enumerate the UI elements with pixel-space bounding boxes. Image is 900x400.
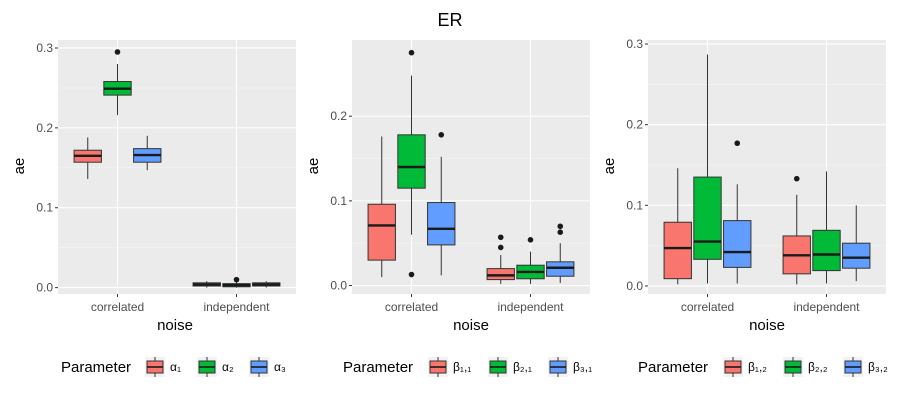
box-body [842,242,871,269]
box-correlated-series-2 [693,54,722,284]
legend-title: Parameter [343,359,413,376]
box-independent-series-2 [812,171,841,284]
outlier-point [233,276,240,283]
box-body [427,202,456,246]
legend-label: β₁,₁ [453,360,471,374]
legend-title: Parameter [638,359,708,376]
box-independent-series-3 [252,281,281,288]
box-independent-series-1 [486,234,515,284]
box-body [486,268,515,281]
y-axis-title: ae [601,158,618,175]
outlier-point [408,49,415,56]
x-tick-label: independent [203,300,270,314]
box-independent-series-2 [516,237,545,284]
legend-label: β₃,₁ [573,360,592,374]
box-correlated-series-1 [663,168,692,285]
box-independent-series-2 [222,276,251,288]
x-axis-title: noise [749,317,785,334]
box-body [693,176,722,260]
outlier-point [497,244,504,251]
box-correlated-series-2 [103,49,132,116]
box-body [663,221,692,280]
y-tick-label: 0.2 [626,118,643,132]
outlier-point [557,229,564,235]
box-body [397,134,426,189]
outlier-point [557,223,564,230]
x-tick-label: independent [497,300,564,314]
legend-label: α₁ [170,360,181,374]
legend-label: α₂ [222,360,234,374]
x-tick-label: correlated [681,300,734,314]
legend-label: β₂,₂ [808,360,828,374]
box-independent-series-3 [546,223,575,283]
x-tick-label: correlated [385,300,438,314]
y-tick-label: 0.1 [36,201,53,215]
box-correlated-series-1 [367,136,396,278]
x-axis-title: noise [157,317,193,334]
x-axis-title: noise [453,317,489,334]
box-correlated-series-1 [73,137,102,179]
panel-background [58,40,296,294]
box-body [723,220,752,268]
outlier-point [114,49,121,55]
legend-title: Parameter [61,359,131,376]
legend-label: β₃,₂ [868,360,888,374]
x-tick-label: independent [793,300,860,314]
box-body [367,203,396,261]
y-tick-label: 0.2 [330,109,347,123]
y-tick-label: 0.3 [36,41,53,55]
outlier-point [438,132,445,138]
box-correlated-series-3 [723,140,752,284]
y-tick-label: 0.1 [626,198,643,212]
legend-label: β₂,₁ [513,360,532,374]
legend: Parameter β₁,₂ β₂,₂ β₃,₂ [638,357,888,377]
y-tick-label: 0.0 [36,281,53,295]
y-tick-label: 0.1 [330,194,347,208]
box-correlated-series-2 [397,49,426,278]
y-tick-label: 0.0 [330,279,347,293]
outlier-point [793,175,800,182]
panel-1: 0.0 0.1 0.2 0.3 correlated independent noise ae… [11,40,296,377]
box-independent-series-3 [842,205,871,282]
figure-title: ER [437,10,463,30]
legend-label: β₁,₂ [748,360,767,374]
outlier-point [527,237,534,243]
y-axis-title: ae [11,158,28,175]
outlier-point [408,271,415,278]
y-tick-label: 0.0 [626,279,643,293]
legend: Parameter β₁,₁ β₂,₁ β₃,₁ [343,357,592,377]
y-axis-title: ae [305,158,322,175]
legend-label: α₃ [274,360,286,374]
box-body [546,261,575,277]
box-body [812,229,841,272]
outlier-point [734,140,741,147]
y-tick-label: 0.2 [36,121,53,135]
box-correlated-series-3 [133,135,162,171]
y-tick-label: 0.3 [626,37,643,51]
legend: Parameter α₁ α₂ α₃ [61,357,286,377]
outlier-point [497,234,504,241]
box-independent-series-1 [192,281,221,288]
x-tick-label: correlated [91,300,144,314]
panel-3: 0.0 0.1 0.2 0.3 correlated independent noise ae… [601,37,888,377]
box-independent-series-1 [782,175,811,285]
box-correlated-series-3 [427,132,456,276]
panel-2: 0.0 0.1 0.2 correlated independent noise ae Par… [305,40,592,377]
